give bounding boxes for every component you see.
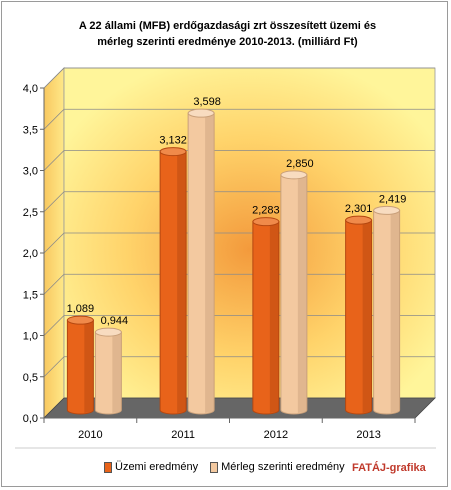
bar-body	[159, 151, 187, 415]
bar-top	[373, 205, 401, 215]
bar-top	[66, 315, 94, 325]
y-tick-label: 2,5	[23, 207, 38, 219]
bar-series-2: 0,944	[94, 315, 129, 415]
y-tick-label: 3,0	[23, 166, 38, 178]
bar-body	[94, 331, 122, 415]
legend: Üzemi eredmény Mérleg szerinti eredmény	[104, 458, 357, 476]
bar-series-1: 1,089	[66, 303, 95, 415]
bar-series-1: 2,301	[345, 203, 373, 415]
bar-series-2: 2,419	[373, 193, 407, 415]
bar-body	[280, 174, 308, 415]
y-tick-label: 0,0	[23, 413, 38, 425]
gridline	[43, 315, 435, 336]
bar-value-label: 0,944	[101, 315, 129, 327]
bar-value-label: 2,850	[286, 158, 314, 170]
bar-value-label: 2,283	[252, 205, 280, 217]
bar-body	[373, 209, 401, 415]
x-tick-label: 2012	[264, 429, 288, 441]
bar-body	[66, 319, 94, 415]
bar-value-label: 2,301	[345, 203, 373, 215]
y-tick-label: 0,5	[23, 372, 38, 384]
x-axis: 2010 2011 2012 2013	[15, 417, 436, 449]
chart-title-line-2: mérleg szerinti eredménye 2010-2013. (mi…	[97, 36, 358, 48]
x-tick-label: 2013	[356, 429, 380, 441]
bar-body	[345, 219, 373, 415]
gridline	[43, 67, 435, 89]
gridline	[43, 150, 435, 171]
bar-value-label: 3,598	[193, 96, 221, 108]
y-tick-label: 2,0	[23, 248, 38, 260]
x-tick-label: 2011	[171, 429, 195, 441]
bar-series-2: 3,598	[187, 96, 221, 415]
y-tick-label: 3,5	[23, 124, 38, 136]
gridline	[43, 108, 435, 130]
bar-series-2: 2,850	[280, 158, 314, 415]
brand-label: FATÁJ-grafika	[352, 462, 426, 474]
bar-value-label: 3,132	[159, 135, 187, 147]
gridline	[43, 191, 435, 213]
bar-shade	[177, 151, 187, 414]
gridline	[43, 356, 435, 378]
bar-top	[187, 108, 215, 118]
bar-shade	[205, 113, 215, 413]
bar-shade	[390, 210, 400, 413]
bars: 1,089 0,944 3,132 3,598 2,283 2,850 2,301 2,419	[66, 96, 407, 415]
grid-lines	[43, 67, 435, 378]
y-tick-label: 1,0	[23, 331, 38, 343]
bar-series-1: 2,283	[252, 205, 280, 415]
bar-body	[187, 112, 215, 415]
bar-top	[280, 170, 308, 180]
legend-label-series-1: Üzemi eredmény	[115, 461, 199, 473]
bar-shade	[112, 332, 122, 413]
legend-swatch-series-1	[104, 461, 112, 473]
gridline	[43, 232, 435, 254]
bar-value-label: 2,419	[379, 193, 407, 205]
chart-title: A 22 állami (MFB) erdőgazdasági zrt össz…	[22, 18, 433, 50]
y-tick-label: 4,0	[23, 83, 38, 95]
bar-body	[252, 221, 280, 415]
bar-shade	[362, 220, 372, 413]
bar-shade	[297, 174, 307, 413]
bar-value-label: 1,089	[67, 303, 95, 315]
legend-item-series-2: Mérleg szerinti eredmény	[210, 461, 345, 473]
bar-top	[252, 217, 280, 227]
legend-swatch-series-2	[210, 461, 219, 473]
chart-title-line-1: A 22 állami (MFB) erdőgazdasági zrt össz…	[78, 20, 377, 32]
legend-item-series-1: Üzemi eredmény	[104, 461, 198, 473]
x-tick-label: 2010	[78, 429, 102, 441]
bar-top	[159, 147, 187, 157]
bar-top	[345, 215, 373, 225]
bar-shade	[269, 221, 279, 413]
bar-series-1: 3,132	[159, 135, 187, 415]
legend-label-series-2: Mérleg szerinti eredmény	[221, 461, 345, 473]
bar-top	[94, 327, 122, 337]
y-axis: 0,0 0,5 1,0 1,5 2,0 2,5 3,0 3,5 4,0	[23, 83, 45, 425]
gridline	[43, 273, 435, 295]
bar-shade	[84, 320, 94, 413]
y-tick-label: 1,5	[23, 289, 38, 301]
